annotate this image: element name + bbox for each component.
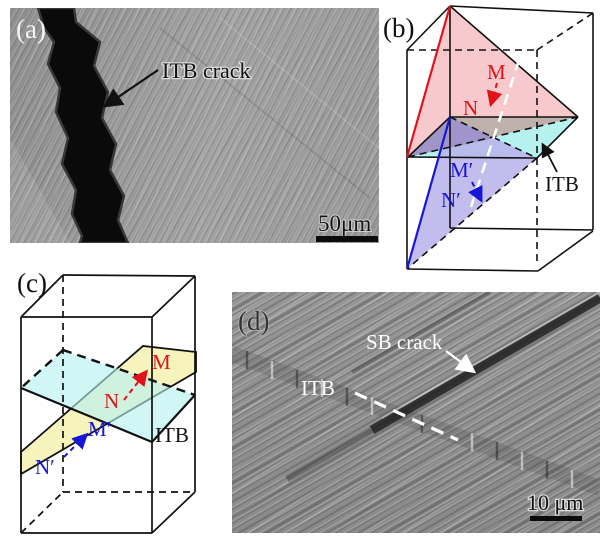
label-n: N xyxy=(463,96,478,120)
sb-crack-highlight xyxy=(381,292,600,419)
label-n-prime-c: N′ xyxy=(35,455,55,479)
scale-bar-label-d: 10 μm xyxy=(527,490,583,515)
itb-crack-shape xyxy=(36,8,130,243)
plane-overlap xyxy=(408,117,495,157)
n-to-m-arrow-c xyxy=(123,369,148,401)
bright-region xyxy=(10,138,70,243)
m-to-n-arrow xyxy=(486,82,503,108)
panel-d-tag: (d) xyxy=(238,306,269,336)
itb-pointer-arrow xyxy=(541,142,558,173)
label-m-prime-c: M′ xyxy=(88,417,111,441)
scale-bar-d xyxy=(530,516,582,521)
shear-trace-dashed xyxy=(469,59,521,208)
itb-label-d: ITB xyxy=(301,376,335,400)
red-twin-edge xyxy=(405,5,452,158)
itb-plane-edges xyxy=(20,348,196,444)
label-m-prime: M′ xyxy=(450,158,473,182)
mprime-to-nprime-arrow xyxy=(468,181,483,203)
panel-b-tag: (b) xyxy=(383,13,414,43)
panel-a-annotations: (a) ITB crack 50μm xyxy=(10,8,379,243)
panel-a-tag: (a) xyxy=(16,14,46,44)
panel-c-tag: (c) xyxy=(17,268,47,298)
label-n-c: N xyxy=(104,389,119,413)
panel-d-micrograph: (d) SB crack ITB 10 μm xyxy=(232,292,600,533)
sb-crack-label: SB crack xyxy=(366,330,443,354)
dark-stripe xyxy=(350,292,492,374)
sb-crack-band xyxy=(369,294,600,434)
label-m-c: M xyxy=(152,350,171,374)
scale-bar-a xyxy=(316,236,378,242)
itb-crack-label: ITB crack xyxy=(162,58,251,83)
sb-crack-arrow xyxy=(445,350,477,374)
twin-trace xyxy=(159,27,371,199)
label-m: M xyxy=(487,60,506,84)
itb-trace-dashed xyxy=(354,391,459,442)
label-itb-b: ITB xyxy=(545,172,579,196)
box-c-edges-solid xyxy=(20,274,196,534)
panel-d-annotations: (d) SB crack ITB 10 μm xyxy=(232,292,600,521)
scale-bar-label-a: 50μm xyxy=(318,211,371,236)
label-itb-c: ITB xyxy=(155,423,189,447)
box-c-edges-dashed xyxy=(20,275,195,534)
panel-b-schematic: (b) M N M′ N′ ITB xyxy=(380,0,600,280)
itb-crack-arrow xyxy=(102,69,159,108)
sb-crack-band-faint xyxy=(285,426,374,483)
box-edges-solid xyxy=(406,5,594,272)
twin-trace xyxy=(219,17,379,149)
panel-a-micrograph: (a) ITB crack 50μm xyxy=(10,8,379,243)
itb-band-herringbone xyxy=(245,351,574,488)
panel-c-schematic: (c) M N M′ N′ ITB xyxy=(8,260,210,538)
label-n-prime: N′ xyxy=(441,188,461,212)
blue-twin-edge xyxy=(405,116,452,270)
